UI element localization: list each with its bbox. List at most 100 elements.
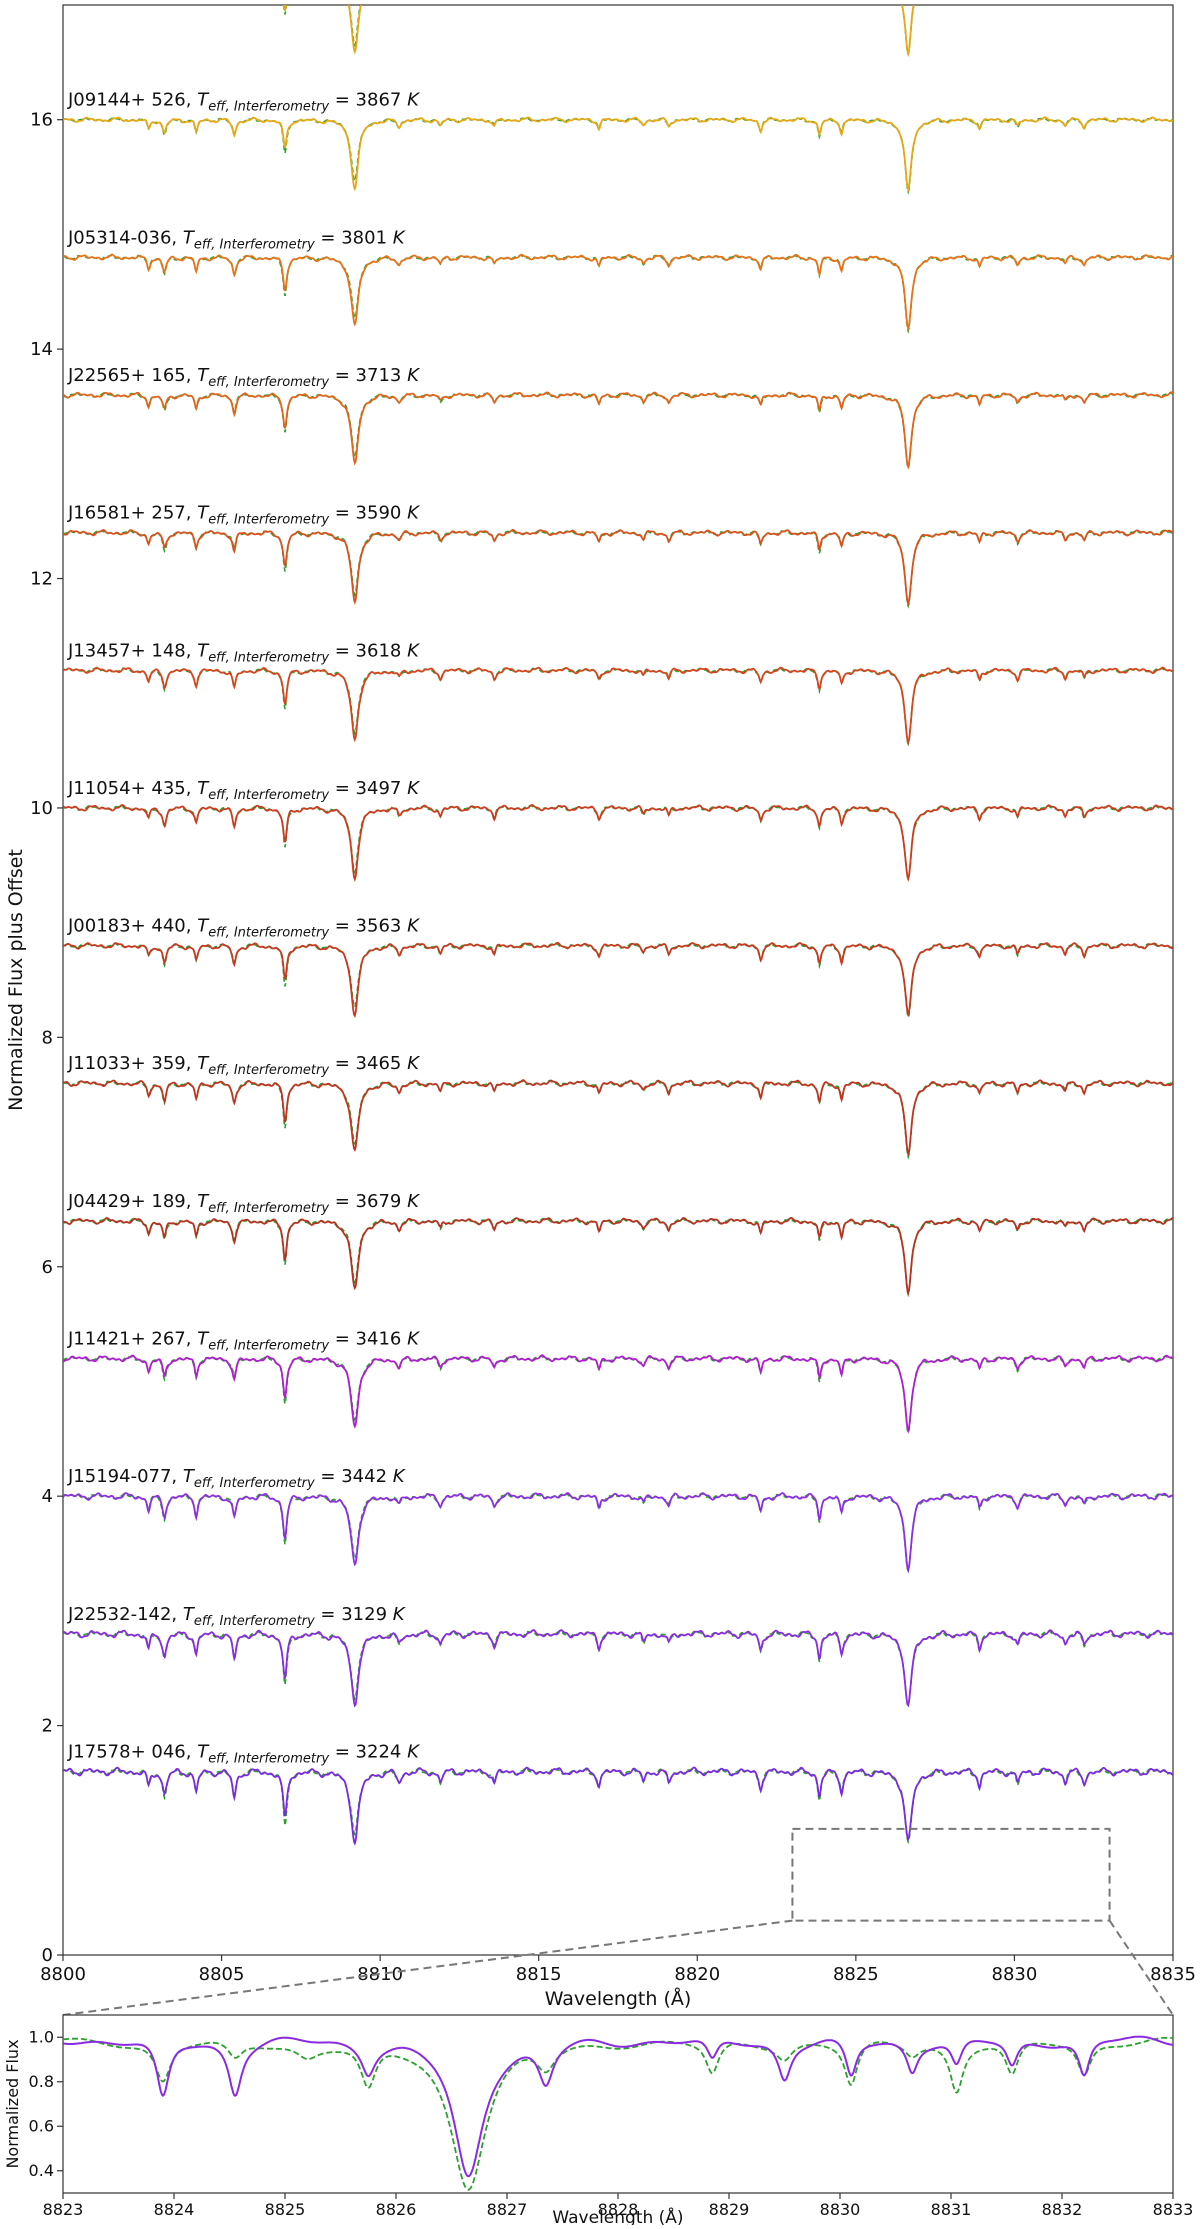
spectrum-label-teff-unit: K [407, 90, 420, 111]
spectrum-label-star: J16581+ 257, [67, 503, 197, 524]
main-plot-frame [62, 4, 1174, 1956]
spectrum-label-teff-value: = 3497 [329, 778, 407, 799]
spectrum-label-teff-value: = 3590 [329, 503, 407, 524]
spectrum-label-teff-value: = 3618 [329, 640, 407, 661]
spectrum-label-teff-unit: K [407, 1053, 420, 1074]
spectrum-label: J11054+ 435, Teff, Interferometry = 3497… [67, 778, 420, 803]
zoom-plot-frame [62, 2014, 1174, 2194]
spectrum-label-teff-unit: K [393, 227, 406, 248]
spectrum-label: J13457+ 148, Teff, Interferometry = 3618… [67, 640, 420, 665]
spectrum-label-teff-subscript: eff, Interferometry [208, 1063, 329, 1078]
spectrum-label-teff-symbol: T [183, 227, 196, 248]
observed-spectrum-line [63, 1079, 1173, 1158]
observed-spectrum-line [63, 391, 1173, 470]
spectrum-label-teff-subscript: eff, Interferometry [208, 1201, 329, 1216]
observed-spectrum-line [63, 804, 1173, 882]
spectrum-label: J04429+ 189, Teff, Interferometry = 3679… [67, 1191, 420, 1216]
zoom-x-tick-label: 8826 [376, 2200, 417, 2219]
zoom-y-axis-label: Normalized Flux [3, 2039, 22, 2168]
main-y-tick-label: 6 [42, 1257, 53, 1278]
spectrum-label-teff-unit: K [393, 1466, 406, 1487]
spectrum-label-teff-symbol: T [197, 778, 210, 799]
spectrum-label: J00183+ 440, Teff, Interferometry = 3563… [67, 916, 420, 941]
spectrum-label-teff-subscript: eff, Interferometry [194, 1614, 315, 1629]
zoom-x-axis-label: Wavelength (Å) [552, 2206, 683, 2225]
spectrum-label-teff-symbol: T [197, 1191, 210, 1212]
main-x-axis-label: Wavelength (Å) [545, 1987, 692, 2010]
spectrum-label-teff-symbol: T [197, 365, 210, 386]
spectrum-label: J16581+ 257, Teff, Interferometry = 3590… [67, 503, 420, 528]
observed-spectrum-line [63, 1766, 1173, 1846]
spectrum-label-teff-symbol: T [197, 640, 210, 661]
spectrum-label-teff-subscript: eff, Interferometry [208, 1339, 329, 1354]
zoom-x-tick-label: 8832 [1042, 2200, 1083, 2219]
main-x-tick-label: 8820 [674, 1964, 720, 1985]
observed-spectrum-line [63, 1629, 1173, 1708]
spectrum-label-teff-value: = 3679 [329, 1191, 407, 1212]
zoom-y-tick-label: 1.0 [29, 2027, 54, 2046]
spectrum-label-teff-value: = 3867 [329, 90, 407, 111]
spectrum-label-teff-subscript: eff, Interferometry [208, 650, 329, 665]
main-y-tick-label: 16 [30, 110, 53, 131]
spectrum-label-teff-unit: K [407, 916, 420, 937]
spectrum-label-teff-value: = 3713 [329, 365, 407, 386]
spectrum-label-teff-unit: K [407, 1191, 420, 1212]
spectrum-label-star: J11421+ 267, [67, 1329, 197, 1350]
spectrum-label-star: J11054+ 435, [67, 778, 197, 799]
model-spectrum-line [63, 1767, 1173, 1845]
zoom-region-box [791, 1827, 1111, 1922]
observed-spectrum-line [63, 1354, 1173, 1434]
main-x-tick-label: 8815 [516, 1964, 562, 1985]
main-y-tick-label: 0 [42, 1945, 53, 1966]
main-x-tick-label: 8835 [1150, 1964, 1196, 1985]
spectrum-label-teff-symbol: T [197, 90, 210, 111]
main-y-tick-label: 8 [42, 1027, 53, 1048]
zoom-x-tick-label: 8831 [931, 2200, 972, 2219]
spectrum-label-teff-unit: K [407, 365, 420, 386]
main-x-tick-label: 8825 [833, 1964, 879, 1985]
observed-spectrum-line [63, 253, 1173, 332]
spectrum-label: J05314-036, Teff, Interferometry = 3801 … [67, 227, 406, 252]
zoom-model-spectrum-line [63, 2036, 1173, 2191]
spectrum-label-teff-unit: K [407, 1741, 420, 1762]
observed-spectrum-line [63, 1216, 1173, 1297]
spectrum-label-teff-subscript: eff, Interferometry [208, 513, 329, 528]
zoom-x-tick-label: 8823 [43, 2200, 84, 2219]
spectrum-label-teff-unit: K [407, 640, 420, 661]
observed-spectrum-line [63, 529, 1173, 607]
main-x-tick-label: 8830 [992, 1964, 1038, 1985]
spectrum-label: J09144+ 526, Teff, Interferometry = 3867… [67, 90, 420, 115]
main-y-tick-label: 2 [42, 1716, 53, 1737]
spectrum-label-star: J13457+ 148, [67, 640, 197, 661]
spectrum-label-star: J05314-036, [67, 227, 183, 248]
spectrum-label-star: J00183+ 440, [67, 916, 197, 937]
spectrum-label-teff-subscript: eff, Interferometry [194, 237, 315, 252]
spectrum-label: J22532-142, Teff, Interferometry = 3129 … [67, 1604, 406, 1629]
spectrum-label-teff-value: = 3563 [329, 916, 407, 937]
spectrum-label-teff-unit: K [407, 503, 420, 524]
spectrum-label-star: J15194-077, [67, 1466, 183, 1487]
main-panel: 8800 8805 8810 8815 8820 8825 8830 8835 0 2 4 6 8 10 1… [5, 4, 1196, 2010]
zoom-x-tick-label: 8828 [598, 2200, 639, 2219]
spectrum-label-teff-symbol: T [183, 1604, 196, 1625]
main-y-tick-label: 4 [42, 1486, 53, 1507]
spectrum-label-teff-symbol: T [197, 503, 210, 524]
spectrum-label-teff-value: = 3442 [315, 1466, 393, 1487]
main-y-tick-label: 14 [30, 339, 53, 360]
spectrum-label-teff-value: = 3416 [329, 1329, 407, 1350]
spectrum-label-teff-symbol: T [197, 1053, 210, 1074]
spectrum-label-teff-unit: K [407, 778, 420, 799]
spectrum-label: J11421+ 267, Teff, Interferometry = 3416… [67, 1329, 420, 1354]
zoom-connector-left [62, 1919, 793, 2016]
zoom-panel: 8823 8824 8825 8826 8827 8828 8829 8830 8831 8832… [3, 1919, 1193, 2228]
spectrum-label-teff-value: = 3129 [315, 1604, 393, 1625]
spectrum-label-teff-symbol: T [197, 916, 210, 937]
main-y-tick-label: 10 [30, 798, 53, 819]
main-x-tick-label: 8800 [40, 1964, 86, 1985]
spectrum-label-star: J17578+ 046, [67, 1741, 197, 1762]
model-spectrum-line [63, 1217, 1173, 1298]
zoom-y-tick-label: 0.6 [29, 2116, 54, 2135]
